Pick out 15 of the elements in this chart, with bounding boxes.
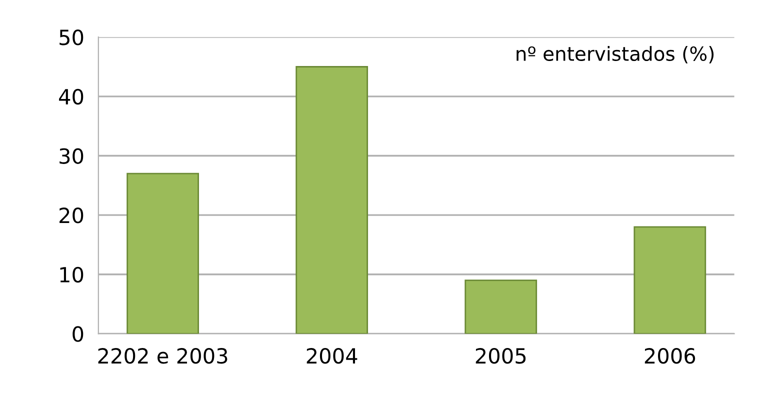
y-tick-label: 50: [60, 30, 84, 46]
bar: [634, 226, 706, 334]
y-tick-label: 10: [60, 266, 84, 283]
chart-title: nº entervistados (%): [516, 46, 714, 64]
y-tick-label: 20: [60, 208, 84, 224]
x-tick-label: 2006: [644, 348, 696, 364]
y-tick-label: 40: [59, 88, 84, 105]
y-tick-label: 0: [72, 326, 84, 342]
x-tick-label: 2004: [306, 348, 358, 364]
y-tick-label: 30: [60, 148, 84, 164]
x-tick-label: 2005: [476, 348, 526, 364]
bar: [126, 172, 199, 334]
bar: [464, 280, 538, 334]
x-tick-label: 2202 e 2003: [98, 348, 228, 364]
bar: [296, 66, 368, 334]
